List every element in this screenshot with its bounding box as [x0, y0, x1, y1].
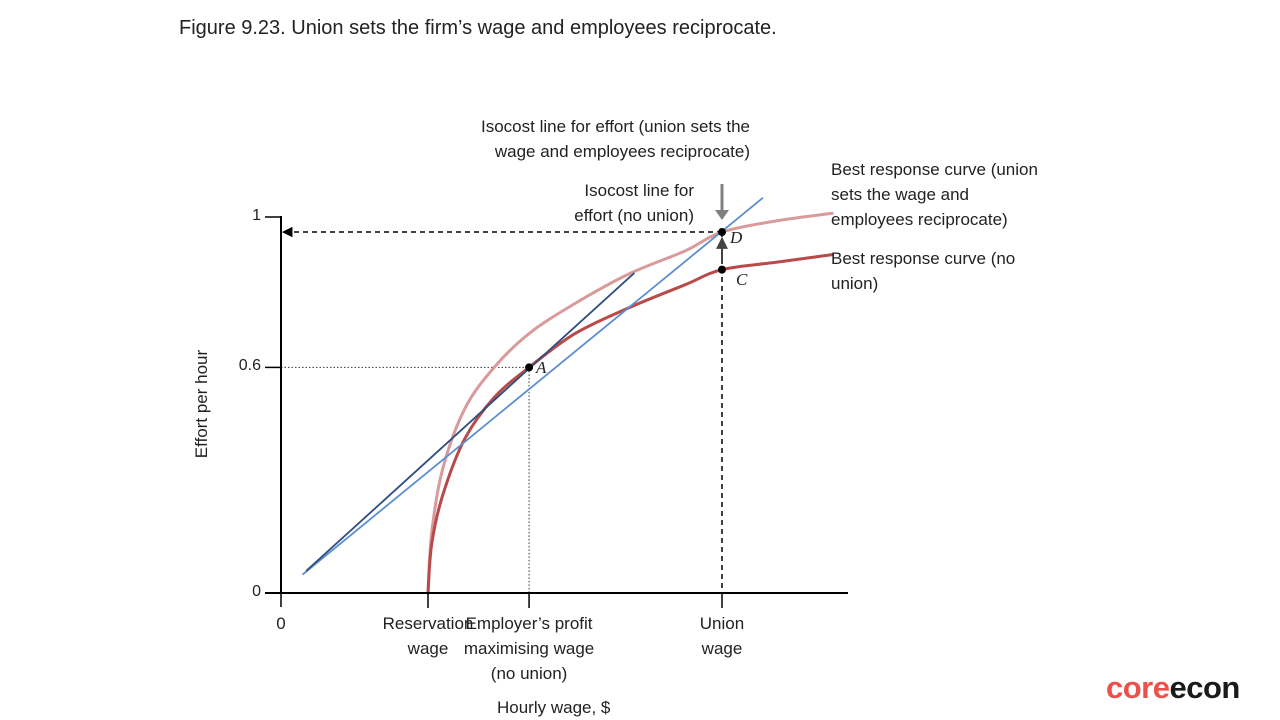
x-tick-label-union-wage: Union wage — [699, 614, 745, 658]
annotation-isocost-union: Isocost line for effort (union sets the … — [481, 117, 750, 161]
point-c — [718, 265, 726, 274]
coreecon-logo: coreecon — [1106, 670, 1240, 705]
y-tick-label-1: 1 — [252, 207, 261, 224]
x-axis-label: Hourly wage, $ — [497, 698, 611, 717]
pointer-arrow-head — [715, 210, 729, 221]
point-d — [718, 228, 726, 237]
points-layer — [525, 228, 726, 372]
figure-title: Figure 9.23. Union sets the firm’s wage … — [179, 17, 777, 39]
annotation-isocost-no-union: Isocost line for effort (no union) — [574, 181, 694, 225]
y-axis-label: Effort per hour — [192, 349, 211, 459]
axes — [265, 216, 848, 608]
annotation-br-no-union: Best response curve (no union) — [831, 249, 1016, 293]
series-isocost-no-union — [305, 272, 635, 572]
point-a — [525, 363, 534, 372]
x-tick-label-reservation-wage: Reservation wage — [382, 614, 474, 658]
y-tick-label-0: 0 — [252, 583, 261, 600]
annotation-br-union: Best response curve (union sets the wage… — [831, 160, 1038, 229]
point-label-c: C — [736, 270, 748, 289]
x-tick-label-profit-max-wage: Employer’s profit maximising wage (no un… — [463, 614, 595, 683]
series-layer — [302, 184, 834, 595]
point-label-d: D — [730, 228, 743, 247]
series-isocost-union — [302, 197, 764, 576]
y-tick-label-0-6: 0.6 — [238, 357, 261, 375]
x-tick-label-origin: 0 — [276, 614, 286, 633]
guide-lines — [281, 226, 723, 593]
point-label-a: A — [536, 358, 547, 377]
series-br-no-union — [426, 253, 834, 595]
